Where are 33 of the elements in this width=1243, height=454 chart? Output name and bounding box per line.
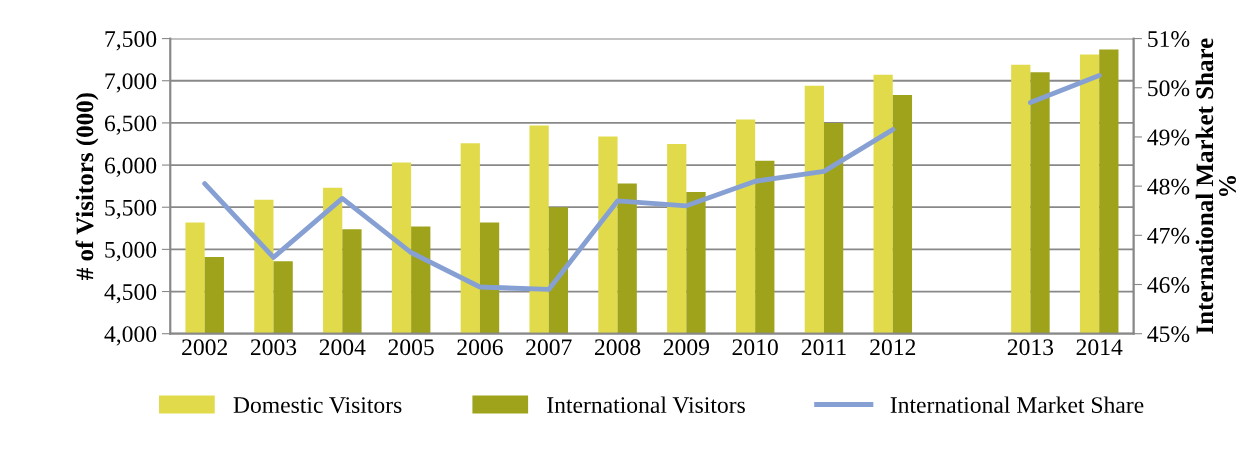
x-tick-label: 2010 [732,339,778,356]
y2-tick-label: 50% [1148,80,1190,97]
x-tick-label: 2009 [663,339,709,356]
y-tick-label: 5,500 [105,199,157,220]
y-tick-label: 6,000 [104,157,157,177]
y2-tick-label: 45% [1147,326,1190,343]
x-tick-label: 2005 [388,339,434,356]
y-tick-label: 6,500 [104,115,157,135]
y2-tick-label: 51% [1148,31,1190,48]
x-tick-label: 2011 [801,339,846,356]
y-tick-label: 7,500 [105,31,157,51]
x-tick-label: 2008 [594,339,641,356]
y2-tick-label: 47% [1147,227,1190,244]
y-axis-title: # of Visitors (000) [75,93,99,280]
x-tick-label: 2002 [182,339,227,356]
x-tick-label: 2013 [1007,339,1054,356]
x-tick-label: 2006 [457,339,503,356]
x-tick-label: 2007 [526,339,572,356]
y2-tick-label: 49% [1147,129,1190,146]
x-tick-label: 2014 [1076,339,1123,356]
y2-tick-label: 46% [1147,277,1190,294]
y-tick-label: 7,000 [105,73,157,93]
legend-label: Domestic Visitors [233,397,402,414]
y-tick-label: 4,500 [104,284,157,304]
legend-label: International Market Share [890,396,1144,414]
x-tick-label: 2004 [319,339,366,356]
y-tick-label: 5,000 [105,241,157,262]
x-tick-label: 2012 [870,339,916,356]
legend-label: International Visitors [547,396,745,414]
x-tick-label: 2003 [250,339,297,356]
y2-axis-title: International Market Share % [1195,38,1236,334]
y-tick-label: 4,000 [104,326,157,346]
y2-tick-label: 48% [1147,178,1190,195]
